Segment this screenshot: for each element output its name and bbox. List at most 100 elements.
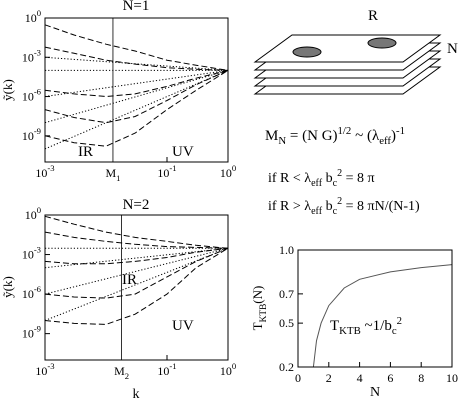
text-part: = 8 π: [342, 171, 374, 186]
annotation: IR: [78, 144, 93, 160]
y-tick-label: 10-9: [22, 324, 41, 341]
x-axis-label: N: [370, 385, 380, 400]
condition: if R > λeff bc2 = 8 πN/(N-1): [268, 196, 420, 217]
x-tick-label: 0: [295, 371, 301, 385]
series-line: [44, 247, 229, 295]
text-part: 10: [157, 364, 169, 378]
x-axis-label: k: [133, 387, 140, 401]
y-tick-label: 10-9: [22, 126, 41, 143]
series-line: [44, 247, 229, 299]
text-part: -6: [34, 87, 42, 97]
annotation: UV: [172, 144, 194, 160]
plot-frame: [44, 17, 229, 163]
y-tick-label: 0.7: [279, 287, 294, 301]
text-part: ~1/b: [361, 318, 392, 334]
text-part: M: [105, 166, 116, 180]
series-line: [44, 69, 229, 98]
region: [367, 37, 397, 49]
text-part: KTB: [339, 325, 361, 337]
text-part: -1: [169, 361, 176, 371]
text-part: -9: [34, 324, 41, 334]
marker-label: M1: [105, 166, 120, 183]
text-part: = (N G): [286, 128, 337, 144]
text-part: -3: [47, 163, 54, 173]
chart-title: N=2: [123, 197, 150, 213]
series-line: [312, 264, 453, 368]
text-part: M: [114, 364, 125, 378]
text-part: eff: [311, 206, 323, 217]
text-part: 10: [22, 129, 34, 143]
annotation: TKTB ~1/bc2: [330, 315, 402, 337]
plane-stack: [253, 34, 442, 95]
x-tick-label: 100: [220, 361, 236, 378]
text-part: ): [391, 128, 396, 144]
series-line: [44, 69, 229, 124]
text-part: 10: [220, 166, 232, 180]
y-tick-label: 100: [25, 8, 41, 25]
text-part: (N): [250, 286, 265, 304]
text-part: 0: [232, 361, 236, 371]
series-line: [44, 46, 229, 71]
y-tick-label: 0.5: [279, 316, 294, 330]
formula: MN = (N G)1/2 ~ (λeff)-1: [265, 125, 405, 147]
text-part: 10: [157, 166, 169, 180]
plot-frame: [44, 214, 229, 361]
y-tick-label: 10-3: [22, 245, 41, 262]
y-tick-label: 100: [25, 205, 41, 222]
y-tick-label: 0.2: [279, 360, 294, 374]
text-part: 0: [37, 205, 41, 215]
series-line: [44, 69, 229, 147]
x-tick-label: 6: [387, 371, 393, 385]
series-line: [44, 247, 229, 321]
text-part: c: [392, 325, 397, 337]
annotation: UV: [172, 318, 194, 334]
text-part: 2: [125, 371, 129, 381]
y-axis-label: TKTB(N): [250, 286, 269, 331]
text-part: M: [265, 128, 278, 144]
text-part: 10: [35, 364, 47, 378]
text-part: 10: [22, 287, 34, 301]
annotation: IR: [122, 272, 137, 288]
plot-frame: [297, 249, 453, 368]
series-line: [44, 69, 229, 97]
series-line: [44, 69, 229, 150]
text-part: if R < λ: [268, 171, 311, 186]
y-tick-label: 10-6: [22, 87, 42, 104]
text-part: -3: [34, 47, 41, 57]
text-part: 1: [116, 173, 120, 183]
text-part: 10: [35, 166, 47, 180]
series-line: [44, 24, 229, 71]
x-tick-label: 4: [357, 371, 363, 385]
x-tick-label: 2: [326, 371, 332, 385]
series-line: [44, 231, 229, 249]
text-part: KTB: [259, 304, 269, 323]
text-part: 0: [232, 163, 236, 173]
x-tick-label: 10-1: [157, 163, 176, 180]
text-part: 0: [37, 8, 41, 18]
text-part: 2: [337, 168, 342, 179]
y-tick-label: 1.0: [279, 243, 294, 257]
condition: if R < λeff bc2 = 8 π: [268, 168, 375, 189]
label-r: R: [368, 8, 378, 24]
y-tick-label: 10-6: [22, 284, 42, 301]
label-n: N: [447, 41, 458, 57]
text-part: 2: [337, 196, 342, 207]
text-part: N: [278, 135, 286, 147]
marker-label: M2: [114, 364, 129, 381]
series-line: [44, 247, 229, 325]
series-line: [44, 69, 229, 124]
x-tick-label: 10-3: [35, 163, 54, 180]
y-axis-label: ỹ(k): [0, 79, 15, 101]
text-part: c: [333, 178, 338, 189]
text-part: b: [322, 199, 333, 214]
y-axis-label: ỹ(k): [0, 276, 15, 298]
series-line: [44, 247, 229, 265]
text-part: 1/2: [338, 125, 352, 137]
text-part: ~ (λ: [351, 128, 380, 144]
text-part: 2: [397, 315, 402, 327]
text-part: 10: [22, 248, 34, 262]
text-part: -1: [169, 163, 176, 173]
text-part: 10: [25, 208, 37, 222]
